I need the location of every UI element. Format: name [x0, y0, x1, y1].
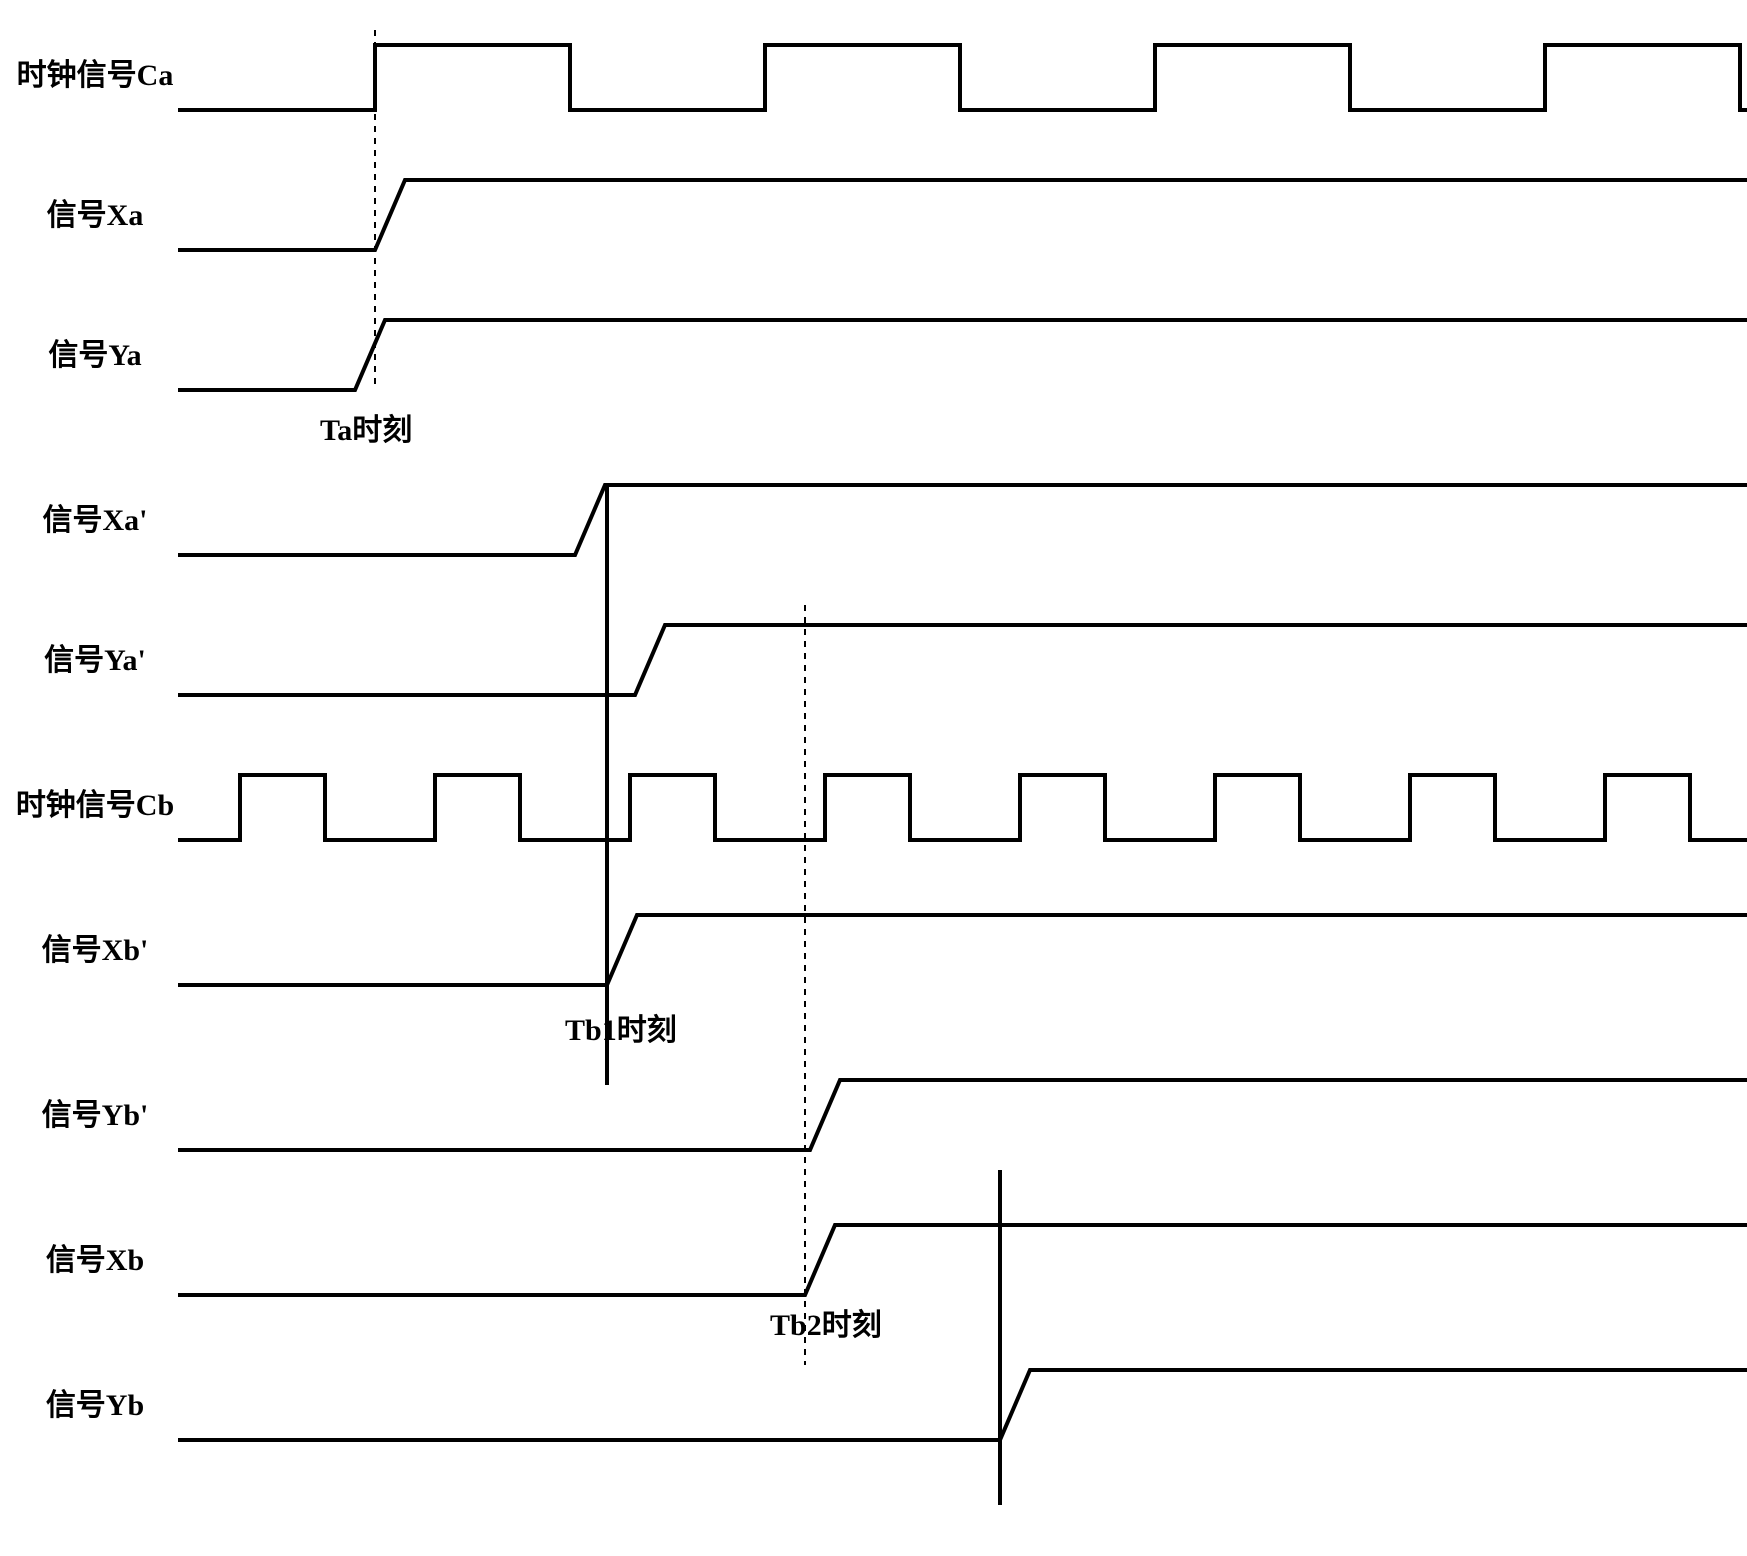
waveform-Yb: [180, 1370, 1747, 1440]
waveform-Ca: [180, 45, 1747, 110]
time-label-Ta: Ta时刻: [320, 414, 412, 447]
waveform-XaP: [180, 485, 1747, 555]
signal-label-Ca: 时钟信号Ca: [17, 59, 174, 92]
signal-label-YbP: 信号Yb': [42, 1099, 149, 1132]
time-label-Tb1: Tb1时刻: [565, 1014, 677, 1047]
waveform-Xa: [180, 180, 1747, 250]
signal-label-Cb: 时钟信号Cb: [16, 789, 174, 822]
signal-label-Yb: 信号Yb: [46, 1389, 144, 1422]
time-label-Tb2: Tb2时刻: [770, 1309, 882, 1342]
waveform-Cb: [180, 775, 1747, 840]
signal-label-Xb: 信号Xb: [46, 1244, 144, 1277]
signal-label-YaP: 信号Ya': [44, 644, 146, 677]
waveform-Xb: [180, 1225, 1747, 1295]
timing-diagram: 时钟信号Ca 信号Xa 信号Ya 信号Xa' 信号Ya' 时钟信号Cb 信号Xb' 信号Yb'…: [10, 10, 1747, 1546]
signal-label-Ya: 信号Ya: [48, 339, 141, 372]
waveform-YaP: [180, 625, 1747, 695]
signal-label-XbP: 信号Xb': [42, 934, 149, 967]
waveform-XbP: [180, 915, 1747, 985]
waveform-Ya: [180, 320, 1747, 390]
waveform-YbP: [180, 1080, 1747, 1150]
signal-label-XaP: 信号Xa': [43, 504, 148, 537]
signal-label-Xa: 信号Xa: [47, 199, 144, 232]
